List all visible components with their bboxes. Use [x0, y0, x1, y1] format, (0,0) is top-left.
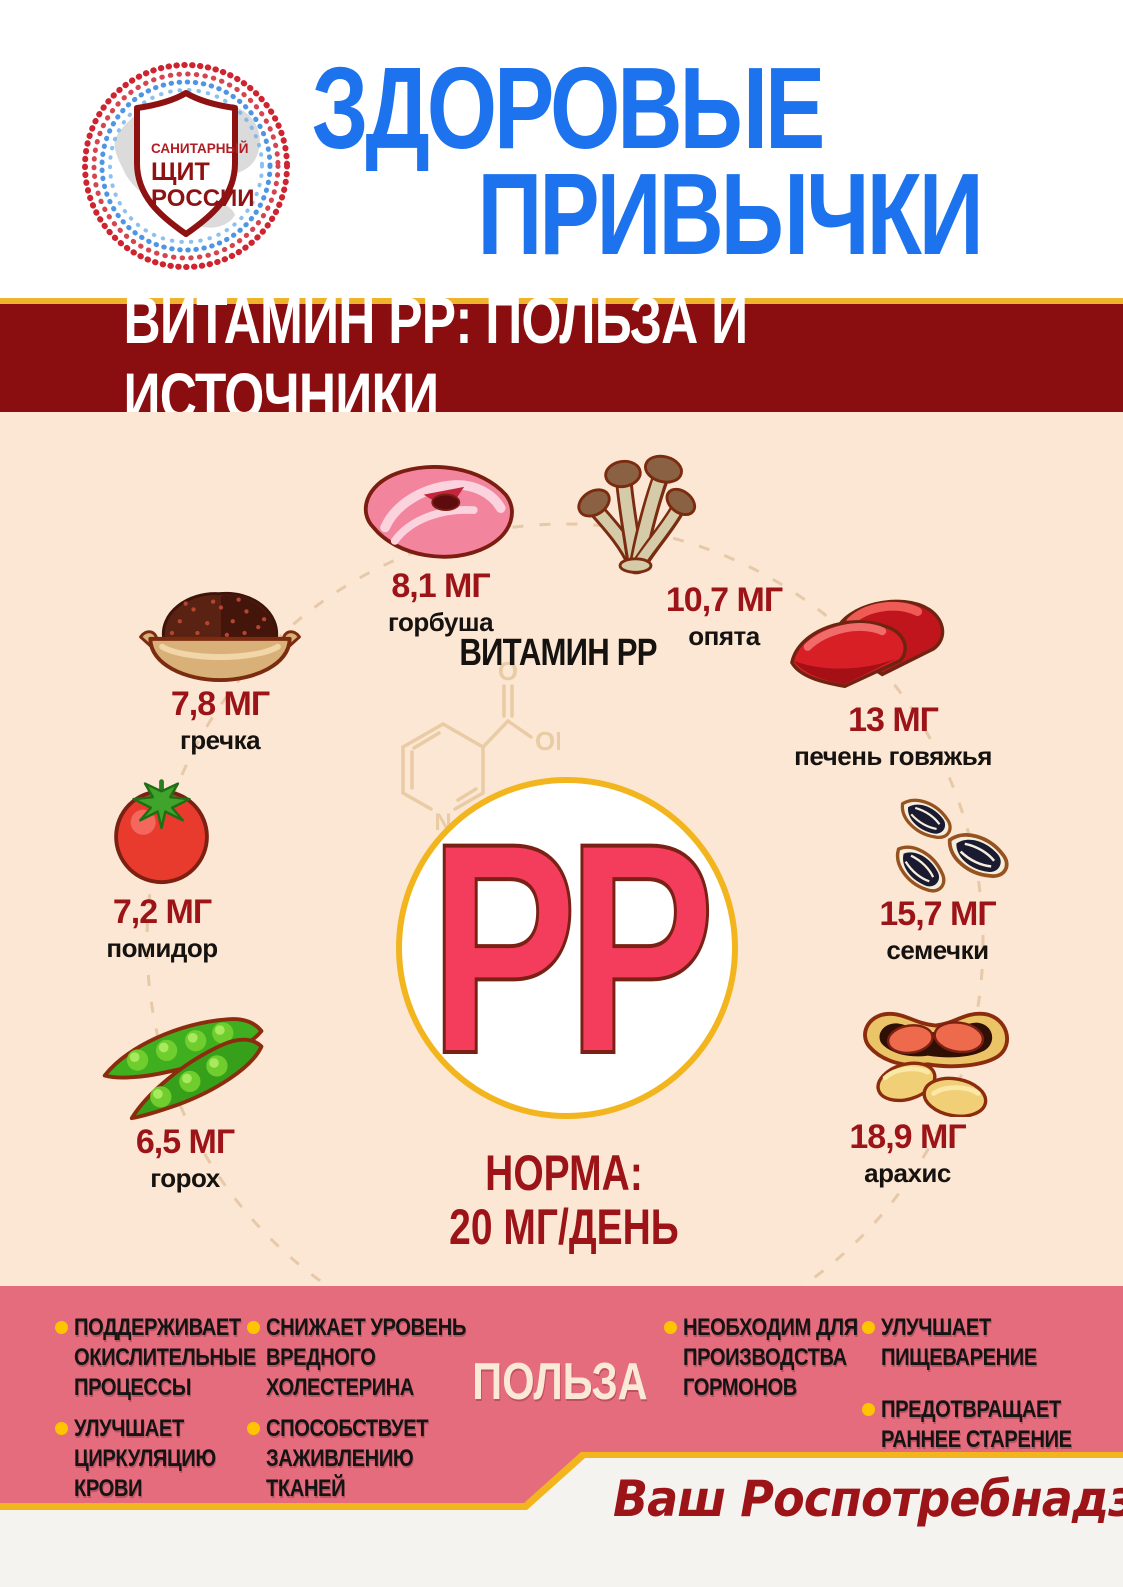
benefit-item: ПОДДЕРЖИВАЕТ ОКИСЛИТЕЛЬНЫЕ ПРОЦЕССЫ — [74, 1314, 256, 1401]
peas-icon — [102, 1017, 264, 1121]
bullet-icon — [55, 1321, 68, 1334]
norm-line2: 20 МГ/ДЕНЬ — [449, 1199, 679, 1255]
dashed-orbit-icon — [145, 522, 985, 1286]
atom-o-label: O — [498, 658, 518, 686]
logo-text-1: САНИТАРНЫЙ — [151, 141, 248, 156]
tomato-icon — [114, 779, 209, 885]
benefit-item: УЛУЧШАЕТ ПИЩЕВАРЕНИЕ — [881, 1314, 1037, 1371]
source-value: 7,2 МГ — [112, 893, 212, 931]
source-value: 13 МГ — [848, 701, 939, 739]
section-banner: ВИТАМИН PP: ПОЛЬЗА И ИСТОЧНИКИ — [0, 283, 1123, 433]
sanitary-shield-logo-icon: САНИТАРНЫЙ ЩИТ РОССИИ — [82, 62, 290, 270]
benefit-item: УЛУЧШАЕТ ЦИРКУЛЯЦИЮ КРОВИ — [74, 1415, 216, 1502]
source-value: 8,1 МГ — [391, 567, 490, 605]
page-title-line2: ПРИВЫЧКИ — [477, 149, 983, 279]
source-value: 6,5 МГ — [135, 1123, 235, 1161]
source-value: 10,7 МГ — [665, 581, 783, 619]
norm-line1: НОРМА: — [485, 1145, 643, 1201]
source-label: помидор — [106, 933, 218, 963]
daily-norm: НОРМА: 20 МГ/ДЕНЬ — [417, 1146, 711, 1254]
source-value: 15,7 МГ — [879, 895, 996, 933]
bullet-icon — [664, 1321, 677, 1334]
benefits-heading: ПОЛЬЗА — [472, 1353, 648, 1411]
source-label: опята — [688, 621, 760, 651]
bullet-icon — [862, 1403, 875, 1416]
benefit-item: СПОСОБСТВУЕТ ЗАЖИВЛЕНИЮ ТКАНЕЙ — [266, 1415, 429, 1502]
benefits-band — [0, 1286, 1123, 1510]
source-label: арахис — [864, 1158, 951, 1188]
logo-text-3: РОССИИ — [151, 185, 255, 212]
source-liver: 13 МГ печень говяжья — [788, 590, 998, 772]
benefit-item: СНИЖАЕТ УРОВЕНЬ ВРЕДНОГО ХОЛЕСТЕРИНА — [266, 1314, 466, 1401]
benefit-item: ПРЕДОТВРАЩАЕТ РАННЕЕ СТАРЕНИЕ — [881, 1396, 1072, 1453]
bullet-icon — [247, 1321, 260, 1334]
page-title-line1: ЗДОРОВЫЕ — [311, 43, 825, 173]
bullet-icon — [247, 1422, 260, 1435]
benefit-item: НЕОБХОДИМ ДЛЯ ПРОИЗВОДСТВА ГОРМОНОВ — [683, 1314, 858, 1401]
atom-oh-label: OH — [535, 726, 560, 756]
source-value: 7,8 МГ — [170, 685, 270, 723]
salmon-icon — [363, 465, 514, 559]
source-value: 18,9 МГ — [849, 1118, 966, 1156]
source-label: печень говяжья — [794, 741, 992, 771]
source-tomato: 7,2 МГ помидор — [82, 772, 242, 964]
source-gorbusha: 8,1 МГ горбуша — [348, 458, 533, 638]
source-peanuts: 18,9 МГ арахис — [800, 1002, 1015, 1189]
pp-symbol: PP — [428, 780, 717, 1116]
beef-liver-icon — [790, 599, 945, 689]
source-label: горбуша — [387, 607, 494, 637]
bullet-icon — [862, 1321, 875, 1334]
source-label: горох — [150, 1163, 220, 1193]
peanuts-icon — [862, 1011, 1009, 1117]
signature: Ваш Роспотребнадзор — [613, 1470, 1123, 1528]
mushrooms-icon — [576, 454, 696, 575]
header: САНИТАРНЫЙ ЩИТ РОССИИ ЗДОРОВЫЕ ПРИВЫЧКИ — [0, 0, 1123, 298]
logo-text-2: ЩИТ — [151, 158, 210, 186]
bullet-icon — [55, 1422, 68, 1435]
buckwheat-bowl-icon — [139, 591, 301, 683]
vitamin-heading: ВИТАМИН PP — [459, 632, 657, 674]
sunflower-seeds-icon — [895, 798, 1008, 893]
source-peas: 6,5 МГ горох — [70, 1002, 300, 1194]
source-label: гречка — [179, 725, 261, 755]
source-opyata: 10,7 МГ опята — [576, 448, 834, 652]
source-label: семечки — [886, 935, 989, 965]
source-grechka: 7,8 МГ гречка — [130, 582, 310, 756]
source-seeds: 15,7 МГ семечки — [830, 782, 1045, 966]
vitamin-pp-badge: PP — [396, 777, 738, 1119]
